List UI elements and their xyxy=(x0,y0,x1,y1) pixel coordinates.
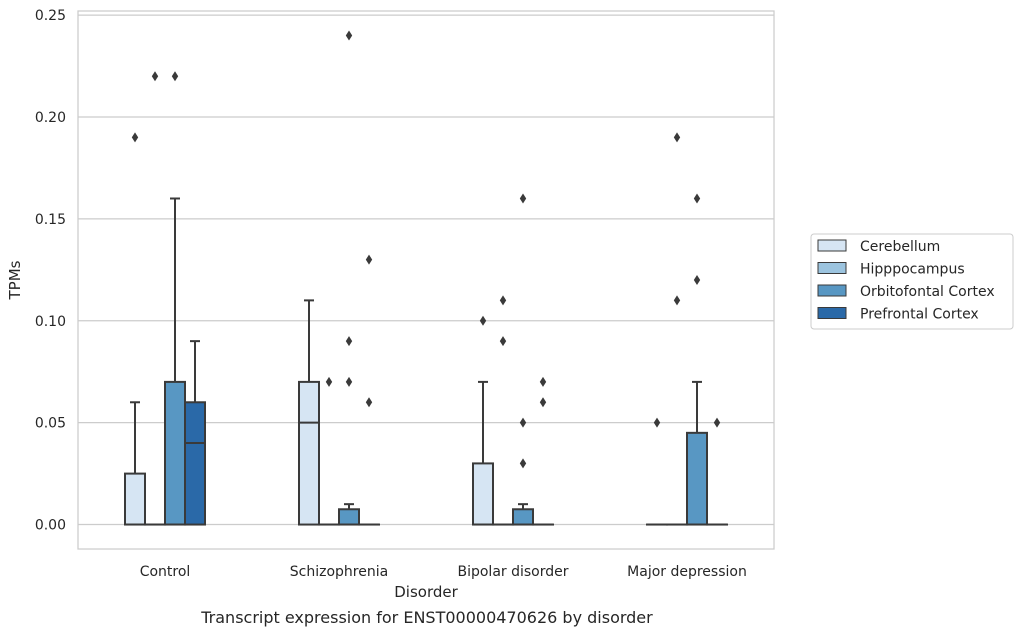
outlier-point xyxy=(673,295,681,306)
box-cerebellum-0 xyxy=(124,401,146,526)
y-tick-label: 0.10 xyxy=(35,314,66,330)
legend-swatch xyxy=(817,307,847,319)
box-orbitofontal-cortex-3 xyxy=(686,380,708,526)
outlier-point xyxy=(653,417,661,428)
outlier-point xyxy=(519,417,527,428)
box-body xyxy=(298,380,320,526)
outlier-point xyxy=(171,71,179,82)
x-tick-label: Control xyxy=(140,564,191,580)
outlier-point xyxy=(151,71,159,82)
box-orbitofontal-cortex-1 xyxy=(338,503,360,526)
box-orbitofontal-cortex-2 xyxy=(512,503,534,526)
box-prefrontal-cortex-0 xyxy=(184,340,206,526)
legend-label: Cerebellum xyxy=(860,239,940,255)
box-body xyxy=(338,508,360,526)
box-body xyxy=(164,380,186,526)
box-body xyxy=(472,462,494,526)
x-axis-label: Disorder xyxy=(394,583,458,601)
box-body xyxy=(686,431,708,526)
x-tick-label: Bipolar disorder xyxy=(457,564,568,580)
y-tick-label: 0.05 xyxy=(35,416,66,432)
box-body xyxy=(512,508,534,526)
legend-label: Hipppocampus xyxy=(860,262,965,278)
legend-label: Orbitofontal Cortex xyxy=(860,284,995,300)
legend-items: Cerebellum Hipppocampus Orbitofontal Corte… xyxy=(817,239,995,323)
box-cerebellum-1 xyxy=(298,299,320,526)
outlier-point xyxy=(693,193,701,204)
legend: Cerebellum Hipppocampus Orbitofontal Corte… xyxy=(810,233,1014,330)
y-tick-label: 0.25 xyxy=(35,8,66,24)
boxes-layer xyxy=(124,197,728,526)
outlier-point xyxy=(713,417,721,428)
outlier-point xyxy=(693,275,701,285)
plot-frame xyxy=(77,10,775,550)
box-body xyxy=(184,401,206,526)
outlier-point xyxy=(499,336,507,347)
outlier-point xyxy=(539,397,547,408)
outlier-point xyxy=(519,458,527,469)
chart-caption: Transcript expression for ENST0000047062… xyxy=(200,608,653,627)
legend-swatch xyxy=(817,239,847,252)
outlier-point xyxy=(345,30,353,41)
outlier-point xyxy=(345,376,353,387)
box-cerebellum-2 xyxy=(472,380,494,526)
outlier-point xyxy=(345,336,353,347)
x-tick-label: Schizophrenia xyxy=(290,564,388,580)
y-tick-label: 0.15 xyxy=(35,212,66,228)
legend-frame xyxy=(810,233,1014,330)
outlier-point xyxy=(131,132,139,143)
outlier-point xyxy=(499,295,507,306)
outlier-point xyxy=(325,376,333,387)
box-body xyxy=(124,472,146,526)
outlier-point xyxy=(673,132,681,143)
y-axis-label: TPMs xyxy=(6,260,24,300)
legend-swatch xyxy=(817,284,847,297)
outlier-point xyxy=(479,315,487,326)
outlier-point xyxy=(365,397,373,408)
outlier-point xyxy=(365,254,373,265)
x-tick-labels: Control Schizophrenia Bipolar disorder Majo… xyxy=(140,564,747,580)
y-tick-labels: 0.00 0.05 0.10 0.15 0.20 0.25 xyxy=(35,8,66,533)
outlier-point xyxy=(539,376,547,387)
y-tick-label: 0.00 xyxy=(35,518,66,534)
outliers-layer xyxy=(131,30,721,469)
x-tick-label: Major depression xyxy=(627,564,747,580)
y-tick-label: 0.20 xyxy=(35,110,66,126)
legend-swatch xyxy=(817,262,847,274)
legend-label: Prefrontal Cortex xyxy=(860,307,979,323)
outlier-point xyxy=(519,193,527,204)
